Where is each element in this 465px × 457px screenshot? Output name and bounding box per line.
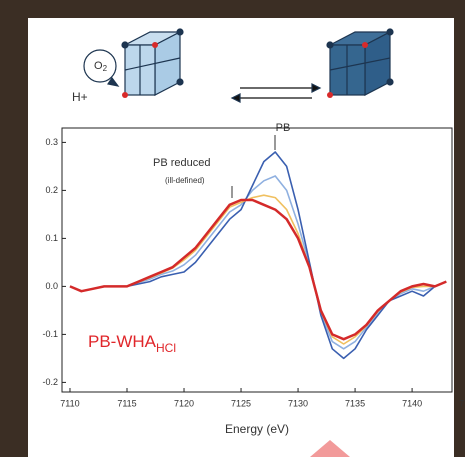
cube-edge [329, 57, 391, 71]
annotation: (ill-defined) [165, 176, 205, 185]
node [362, 42, 368, 48]
pointer [310, 440, 350, 457]
oxygen-label: O2 [94, 60, 108, 73]
node [152, 42, 158, 48]
node [386, 78, 394, 86]
y-tick-label: -0.1 [42, 329, 58, 339]
node [326, 41, 334, 49]
arrowhead [230, 93, 241, 103]
cube-edge [124, 57, 181, 71]
x-tick-label: 7115 [117, 398, 136, 408]
x-tick-label: 7110 [60, 398, 79, 408]
y-tick-label: 0.1 [45, 233, 58, 243]
arrowhead [107, 76, 120, 87]
node [176, 28, 184, 36]
x-tick-label: 7145 [459, 398, 465, 408]
sample-sub: HCl [156, 341, 176, 355]
y-tick-label: 0.2 [45, 185, 58, 195]
node [327, 92, 333, 98]
sample-name: PB-WHA [88, 332, 157, 351]
proton-label: H+ [72, 90, 88, 104]
x-tick-label: 7140 [402, 398, 422, 408]
node [121, 41, 129, 49]
node [122, 92, 128, 98]
x-tick-label: 7135 [345, 398, 365, 408]
x-tick-label: 7130 [288, 398, 308, 408]
y-tick-label: 0.3 [45, 137, 58, 147]
arrowhead [311, 83, 322, 93]
x-tick-label: 7120 [174, 398, 194, 408]
oxygen: O [94, 60, 103, 72]
node [176, 78, 184, 86]
node [386, 28, 394, 36]
y-tick-label: 0.0 [45, 281, 58, 291]
diagram [83, 28, 394, 103]
x-axis-label: Energy (eV) [225, 422, 289, 436]
plot-frame [61, 127, 453, 393]
y-tick-label: -0.2 [42, 377, 58, 387]
annotation: PB reduced [153, 157, 210, 169]
oxygen-sub: 2 [103, 64, 108, 73]
cycle-arrow [83, 49, 117, 83]
x-tick-label: 7125 [231, 398, 251, 408]
panel [28, 18, 454, 457]
sample-label: PB-WHAHCl [88, 332, 176, 355]
series-line [69, 198, 447, 341]
